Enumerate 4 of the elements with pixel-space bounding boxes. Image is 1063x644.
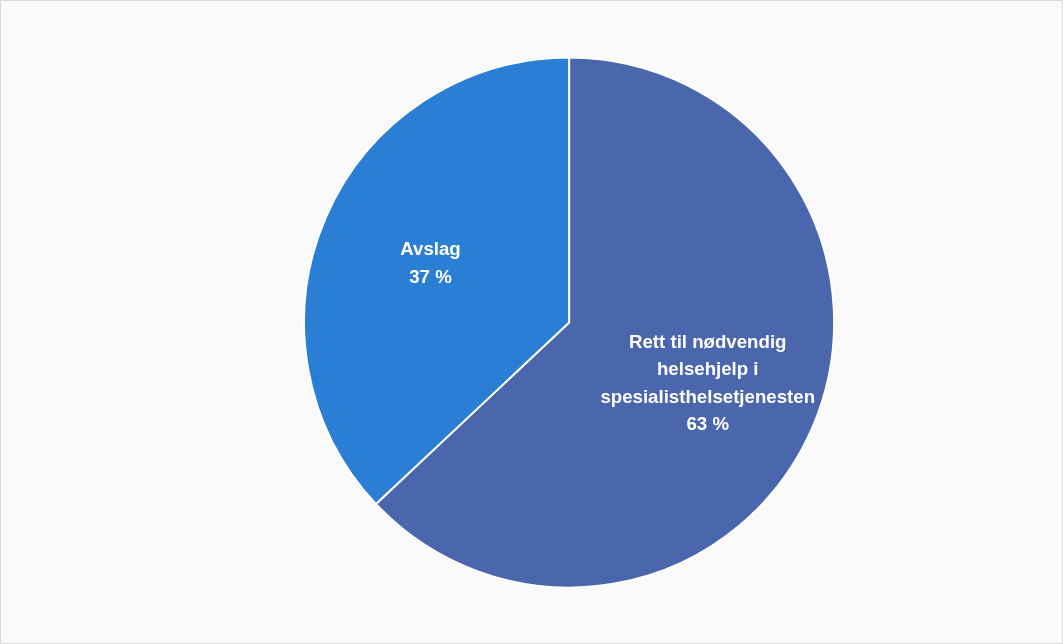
data-label: 37 % (409, 265, 453, 287)
slice-label: Rett til nødvendig helsehjelp i spesialisthelsetjenesten (600, 331, 816, 407)
data-label: 63 % (686, 412, 730, 434)
slice-label: Avslag (400, 238, 461, 260)
